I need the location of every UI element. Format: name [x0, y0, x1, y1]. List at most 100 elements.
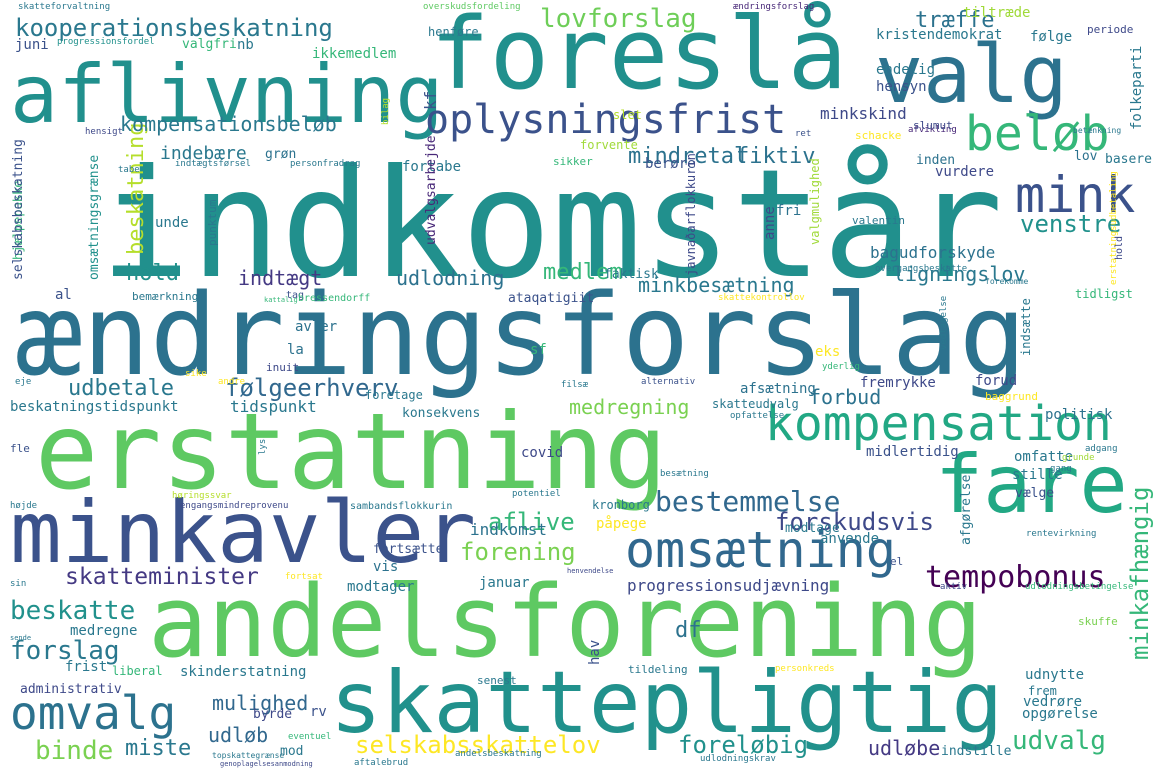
word: engangsmindreprovenu — [180, 501, 289, 511]
word: bemærkning — [132, 290, 199, 303]
word: stille — [1012, 467, 1063, 483]
word: valentin — [852, 214, 905, 227]
word: opgørelse — [1022, 706, 1098, 722]
word: aftalebrud — [354, 758, 409, 768]
word: sf — [530, 342, 547, 358]
word: mindretal — [628, 144, 748, 169]
word: tidligst — [1075, 287, 1133, 301]
word: bagudforskyde — [870, 243, 996, 262]
word: følge — [1030, 29, 1073, 45]
word: sikker — [553, 155, 593, 168]
word: df — [675, 618, 702, 643]
word: udløb — [208, 723, 269, 747]
word: aktiv — [940, 582, 968, 592]
word: udlodningsbetingelse — [1025, 582, 1134, 592]
word: foretage — [365, 388, 423, 402]
word: faktisk — [604, 267, 659, 282]
word: betænkning — [1073, 126, 1122, 135]
word: minkavler — [10, 483, 476, 583]
word: el — [890, 555, 904, 568]
word: covid — [521, 445, 564, 461]
word: kattalig — [264, 296, 298, 304]
word: politisk — [1045, 407, 1113, 423]
word: schacke — [855, 129, 902, 142]
word: minkbesætning — [638, 273, 795, 297]
word: frist — [65, 659, 108, 675]
word: bestemmelse — [655, 485, 841, 518]
word: aflive — [488, 508, 575, 536]
word: kf — [421, 90, 440, 110]
word: medregne — [70, 623, 138, 639]
word: overgangsbeskatte — [875, 264, 968, 274]
word: forening — [460, 538, 576, 566]
word: gang — [1050, 464, 1072, 474]
word: oplysningsfrist — [425, 97, 787, 143]
word: fiktiv — [736, 144, 816, 169]
word: udlodning — [396, 266, 505, 290]
word: endelig — [876, 62, 936, 78]
word: selskabsbeskatning — [11, 139, 26, 280]
word: indsætte — [1019, 298, 1033, 356]
word: skinderstatning — [180, 664, 307, 680]
word: javnaðarflokkurin — [684, 153, 698, 276]
word: udlodningskrav — [700, 754, 776, 764]
word: vedrøre — [1023, 694, 1083, 710]
word: indtægtsførsel — [175, 159, 251, 169]
word: potentiel — [512, 489, 561, 499]
word: slet — [613, 108, 642, 122]
word: omfatte — [1014, 449, 1074, 465]
word: la — [287, 342, 304, 358]
word: minkskind — [820, 104, 907, 123]
word: valgmulighed — [808, 158, 822, 245]
word: personkreds — [775, 664, 835, 674]
word: ændringsforslag — [15, 271, 1027, 401]
word: høringssvar — [172, 491, 232, 501]
word: indstille — [941, 744, 1012, 759]
word: aflivning — [10, 48, 444, 141]
word: sin — [10, 579, 27, 589]
word: indtægt — [238, 266, 323, 290]
word: lovforslag — [540, 4, 697, 34]
word: grøn — [265, 147, 297, 162]
word: foreslå — [430, 0, 848, 112]
word: besætning — [660, 469, 709, 479]
word: fortsat — [285, 572, 323, 582]
word: mulighed — [212, 691, 309, 715]
word: hold — [1114, 235, 1125, 260]
word: progressionsudjævning — [627, 576, 830, 595]
word: inuit — [266, 361, 300, 374]
word: forvente — [580, 138, 638, 152]
word: udvalgsarbejde — [424, 135, 439, 245]
word: bressendorff — [298, 293, 371, 304]
word: punktum — [206, 199, 219, 246]
word: anne — [762, 206, 778, 240]
word: hensigt — [85, 127, 123, 137]
word: andre — [218, 377, 246, 387]
word: folkeparti — [1129, 45, 1145, 130]
word: afvikling — [908, 125, 957, 135]
word: filsæ — [561, 380, 589, 390]
word: berøre — [645, 156, 696, 172]
word: tidspunkt — [230, 397, 317, 416]
word: træffe — [915, 8, 995, 33]
word: skuffe — [1078, 615, 1118, 628]
word: indkomstår — [100, 138, 1004, 312]
word: nb — [237, 37, 254, 53]
word: foreløbig — [678, 731, 809, 759]
word: vælge — [1015, 486, 1055, 501]
word: forskudsvis — [775, 508, 934, 536]
word: ændringsforslag — [733, 2, 815, 12]
word: ikkemedlem — [312, 46, 397, 62]
word: kronborg — [592, 498, 650, 512]
word: skatteudvalg — [712, 397, 799, 411]
word: ligningslov — [893, 262, 1026, 286]
word: basere — [1105, 152, 1152, 167]
word: fortsætte — [373, 542, 444, 557]
word: udvalg — [1012, 726, 1106, 756]
word: skatteminister — [65, 564, 259, 590]
word: al — [55, 287, 72, 303]
word: omsætningsgrænse — [87, 154, 102, 280]
word: omvalg — [10, 686, 177, 740]
word: tiltræde — [963, 5, 1031, 21]
